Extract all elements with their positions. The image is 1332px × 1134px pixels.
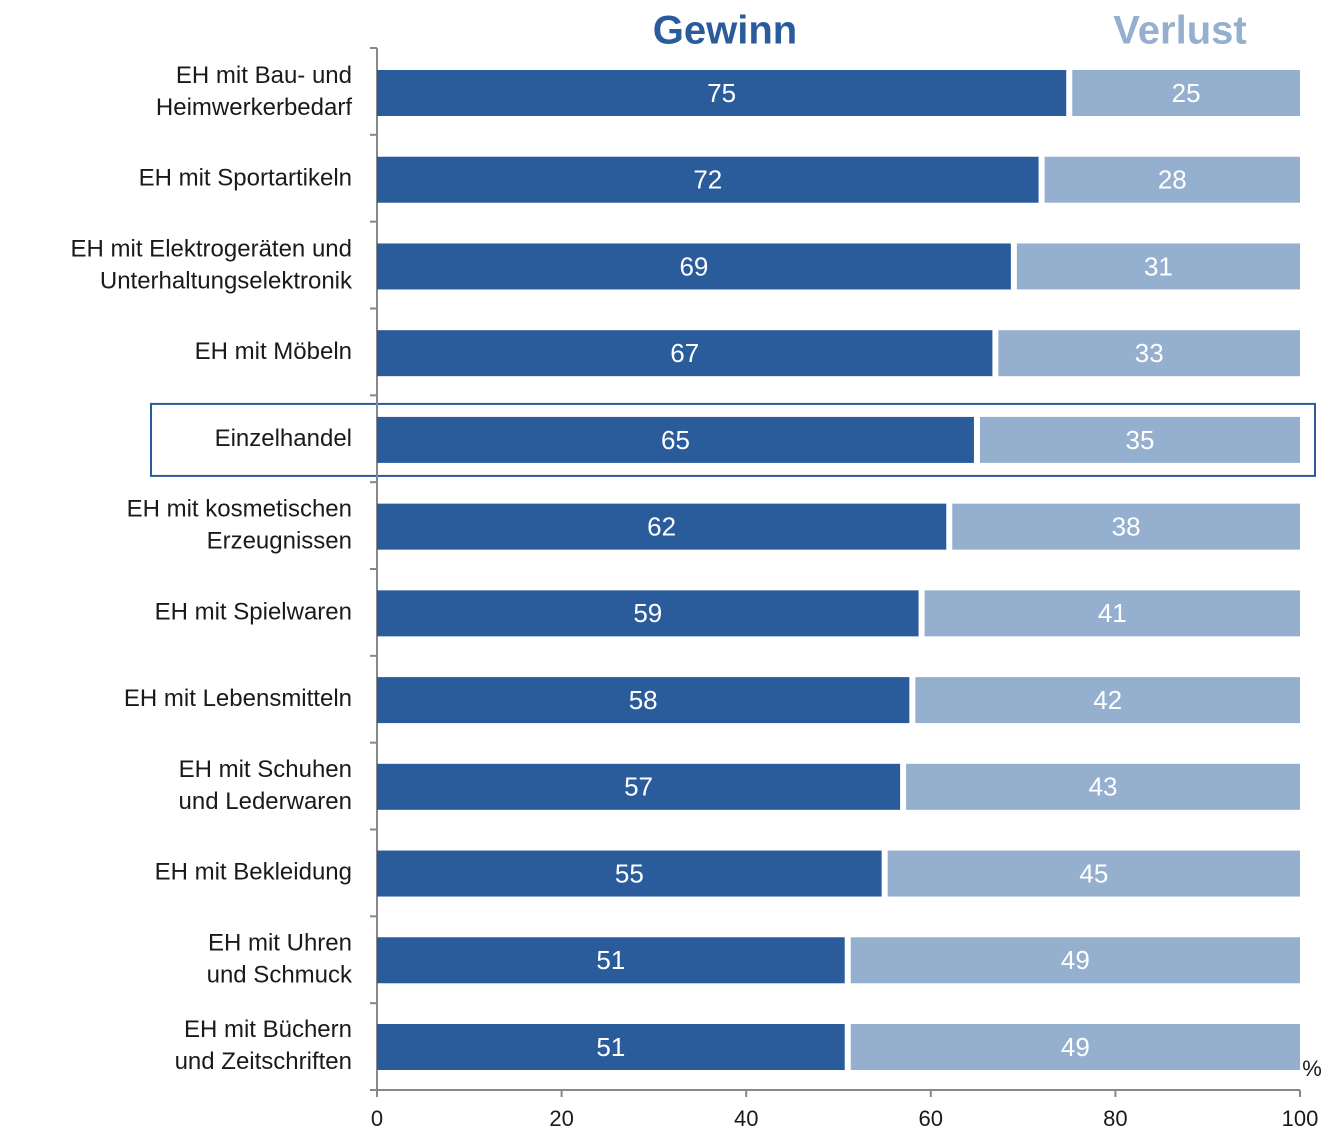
- value-label: 31: [1144, 251, 1173, 281]
- bar-segment: [377, 416, 974, 463]
- bar-segment: [377, 677, 910, 724]
- bar-segment: [850, 937, 1300, 984]
- category-label: EH mit Sportartikeln: [139, 165, 352, 192]
- bar-segment: [850, 1024, 1300, 1070]
- value-label: 62: [647, 512, 676, 542]
- category-label: Einzelhandel: [215, 425, 352, 452]
- bar-segment: [377, 1024, 845, 1070]
- bar-segment: [979, 416, 1300, 463]
- x-tick-label: 20: [549, 1106, 573, 1131]
- value-label: 67: [670, 338, 699, 368]
- bar-segment: [377, 156, 1039, 203]
- highlight-box: [150, 402, 1316, 477]
- bar-segment: [377, 590, 919, 637]
- value-label: 59: [633, 598, 662, 628]
- category-label: EH mit kosmetischen Erzeugnissen: [127, 496, 352, 555]
- value-label: 33: [1135, 338, 1164, 368]
- legend-label: Gewinn: [653, 9, 797, 53]
- bar-segment: [377, 850, 882, 897]
- category-label: EH mit Schuhen und Lederwaren: [179, 756, 352, 815]
- bar-segment: [1016, 243, 1300, 290]
- bar-segment: [1072, 70, 1300, 116]
- x-unit: %: [1302, 1056, 1322, 1081]
- value-label: 49: [1061, 1032, 1090, 1062]
- bar-segment: [887, 850, 1300, 897]
- value-label: 42: [1093, 685, 1122, 715]
- value-label: 65: [661, 425, 690, 455]
- value-label: 57: [624, 772, 653, 802]
- value-label: 25: [1172, 78, 1201, 108]
- value-label: 69: [679, 251, 708, 281]
- category-label: EH mit Bau- und Heimwerkerbedarf: [156, 62, 352, 121]
- value-label: 51: [596, 1032, 625, 1062]
- value-label: 35: [1126, 425, 1155, 455]
- bar-segment: [377, 763, 901, 810]
- bar-segment: [924, 590, 1300, 637]
- category-label: EH mit Spielwaren: [155, 599, 352, 626]
- x-tick-label: 100: [1282, 1106, 1319, 1131]
- value-label: 28: [1158, 165, 1187, 195]
- category-label: EH mit Möbeln: [195, 339, 352, 366]
- category-label: EH mit Büchern und Zeitschriften: [175, 1016, 352, 1075]
- value-label: 43: [1089, 772, 1118, 802]
- value-label: 55: [615, 858, 644, 888]
- bar-segment: [377, 243, 1011, 290]
- value-label: 49: [1061, 945, 1090, 975]
- bar-segment: [906, 763, 1300, 810]
- x-tick-label: 40: [734, 1106, 758, 1131]
- x-tick-label: 80: [1103, 1106, 1127, 1131]
- value-label: 38: [1112, 512, 1141, 542]
- legend-label: Verlust: [1113, 9, 1246, 53]
- bar-segment: [377, 330, 993, 377]
- value-label: 72: [693, 165, 722, 195]
- bar-segment: [998, 330, 1300, 377]
- bar-segment: [952, 503, 1300, 550]
- value-label: 45: [1079, 858, 1108, 888]
- x-tick-label: 60: [919, 1106, 943, 1131]
- value-label: 51: [596, 945, 625, 975]
- bar-segment: [377, 937, 845, 984]
- x-tick-label: 0: [371, 1106, 383, 1131]
- bar-segment: [377, 503, 947, 550]
- value-label: 58: [629, 685, 658, 715]
- bar-segment: [1044, 156, 1300, 203]
- category-label: EH mit Lebensmitteln: [124, 685, 352, 712]
- category-label: EH mit Bekleidung: [155, 859, 352, 886]
- category-label: EH mit Elektrogeräten und Unterhaltungsel…: [71, 236, 353, 295]
- bar-segment: [915, 677, 1300, 724]
- value-label: 75: [707, 78, 736, 108]
- bar-segment: [377, 70, 1067, 116]
- category-label: EH mit Uhren und Schmuck: [207, 930, 353, 989]
- value-label: 41: [1098, 598, 1127, 628]
